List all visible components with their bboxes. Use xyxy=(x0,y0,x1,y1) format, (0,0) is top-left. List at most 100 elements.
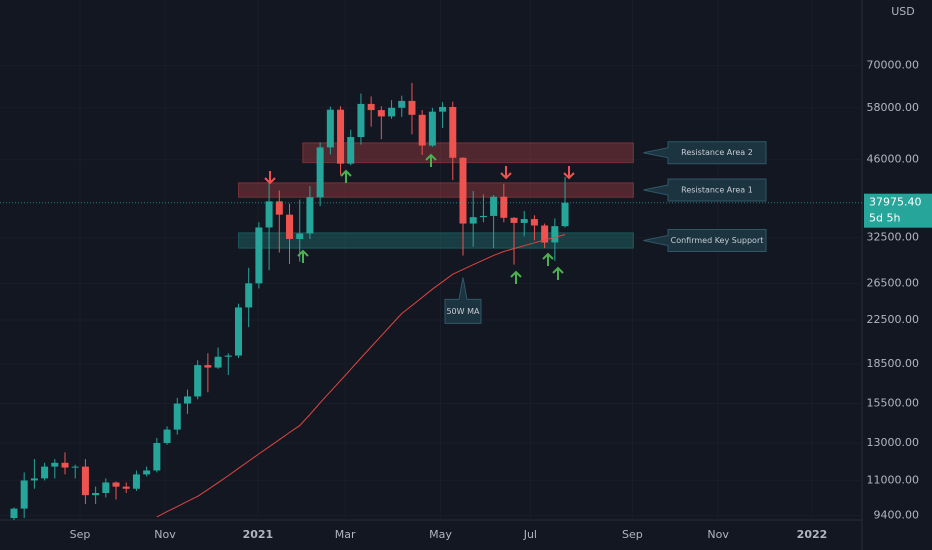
candle-body xyxy=(541,225,549,243)
callout-label: Resistance Area 2 xyxy=(681,148,753,157)
ma-label: 50W MA xyxy=(446,307,480,316)
candle-body xyxy=(153,442,161,471)
callout-box xyxy=(444,277,482,324)
arrows xyxy=(264,153,575,284)
candle-body xyxy=(530,219,538,226)
candle-body xyxy=(61,462,69,468)
candle-body xyxy=(377,110,385,117)
up-arrow xyxy=(542,252,554,266)
ma-line xyxy=(156,234,566,518)
candle-body xyxy=(428,111,436,146)
y-tick-label: 15500.00 xyxy=(867,397,920,410)
candle-body xyxy=(20,480,28,509)
candle-body xyxy=(469,217,477,224)
candle-body xyxy=(510,217,518,223)
candle-body xyxy=(337,109,345,164)
candle-body xyxy=(234,307,242,356)
candle-body xyxy=(255,227,263,284)
up-arrow xyxy=(340,169,352,183)
candle-body xyxy=(306,197,314,234)
candle-body xyxy=(479,215,487,218)
candle-body xyxy=(459,157,467,224)
candle-body xyxy=(418,114,426,146)
candle-body xyxy=(92,493,100,496)
callout: Confirmed Key Support xyxy=(643,228,767,252)
up-arrow xyxy=(297,249,309,263)
y-tick-label: 46000.00 xyxy=(867,153,920,166)
candle-body xyxy=(102,482,110,494)
candle-body xyxy=(224,355,232,357)
candle-body xyxy=(112,482,120,487)
candle-body xyxy=(561,202,569,227)
down-arrow xyxy=(500,166,512,180)
candle-body xyxy=(490,196,498,216)
candle-body xyxy=(132,474,140,489)
candle-body xyxy=(163,429,171,443)
callout: Resistance Area 2 xyxy=(643,141,767,165)
y-tick-label: 13000.00 xyxy=(867,436,920,449)
candle-body xyxy=(398,100,406,108)
ma-callout: 50W MA xyxy=(444,277,482,324)
candle-body xyxy=(51,462,59,467)
x-tick-label: 2022 xyxy=(797,528,828,541)
callout-box xyxy=(643,178,767,202)
candle-body xyxy=(143,470,151,475)
x-tick-label: Sep xyxy=(622,528,643,541)
y-tick-label: 11000.00 xyxy=(867,473,920,486)
candle-body xyxy=(265,201,273,228)
x-tick-label: Nov xyxy=(154,528,176,541)
up-arrow xyxy=(425,153,437,167)
candle-body xyxy=(81,466,89,496)
countdown: 5d 5h xyxy=(869,212,900,225)
candle-body xyxy=(245,283,253,308)
candle-body xyxy=(357,103,365,138)
candle-body xyxy=(347,137,355,164)
callout-box xyxy=(643,141,767,165)
candle-body xyxy=(316,147,324,198)
y-tick-label: 9400.00 xyxy=(874,509,920,522)
candle-body xyxy=(30,478,38,481)
x-tick-label: 2021 xyxy=(243,528,274,541)
candle-body xyxy=(71,466,79,468)
candle-body xyxy=(388,107,396,117)
y-tick-label: 22500.00 xyxy=(867,313,920,326)
candle-body xyxy=(183,396,191,404)
candle-body xyxy=(500,196,508,218)
candle-body xyxy=(204,365,212,368)
candle-body xyxy=(408,100,416,115)
up-arrow xyxy=(510,270,522,284)
last-price-box xyxy=(864,193,932,228)
candle-body xyxy=(296,233,304,239)
candle-body xyxy=(520,219,528,223)
candle-body xyxy=(194,365,202,397)
candle-body xyxy=(326,109,334,148)
y-tick-label: 32500.00 xyxy=(867,231,920,244)
y-tick-label: 70000.00 xyxy=(867,59,920,72)
y-tick-label: 58000.00 xyxy=(867,101,920,114)
x-tick-label: Sep xyxy=(70,528,91,541)
last-price-label: 37975.40 xyxy=(869,196,922,209)
x-tick-label: Nov xyxy=(707,528,729,541)
candle-body xyxy=(10,508,18,519)
candle-body xyxy=(367,103,375,111)
zone xyxy=(237,182,634,198)
candle-body xyxy=(439,106,447,112)
candle-body xyxy=(214,356,222,368)
candle-body xyxy=(551,226,559,243)
x-tick-label: May xyxy=(429,528,452,541)
currency-label: USD xyxy=(891,5,915,18)
down-arrow xyxy=(264,171,276,185)
callout-label: Confirmed Key Support xyxy=(671,236,764,245)
up-arrow xyxy=(552,266,564,280)
plot-area xyxy=(10,82,634,520)
candle-body xyxy=(122,486,130,489)
callout-label: Resistance Area 1 xyxy=(681,186,753,195)
down-arrow xyxy=(563,166,575,180)
candle-body xyxy=(286,214,294,239)
callout-box xyxy=(643,228,767,252)
x-tick-label: Jul xyxy=(523,528,537,541)
y-tick-label: 18500.00 xyxy=(867,357,920,370)
candle-body xyxy=(275,201,283,215)
